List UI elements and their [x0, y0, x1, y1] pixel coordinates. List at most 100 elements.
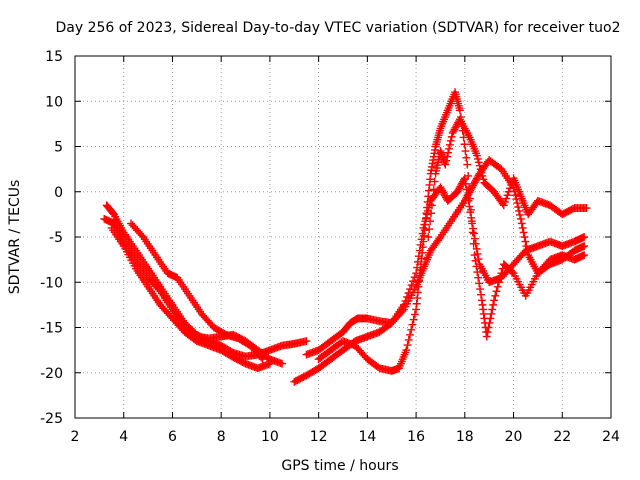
y-tick-label: -10	[40, 275, 63, 291]
x-tick-label: 24	[602, 429, 620, 445]
data-point	[483, 328, 492, 336]
data-point	[407, 325, 416, 334]
data-point	[517, 219, 526, 228]
data-point	[513, 199, 522, 207]
series-track-4	[127, 219, 267, 364]
data-point	[465, 183, 473, 192]
series-track-7	[314, 88, 589, 375]
data-point	[511, 191, 520, 200]
data-point	[468, 228, 477, 237]
data-point	[464, 172, 473, 180]
data-point	[407, 281, 416, 289]
data-point	[490, 296, 498, 305]
data-point	[467, 205, 475, 214]
data-point	[410, 310, 419, 319]
data-point	[446, 136, 455, 145]
data-point	[495, 278, 503, 287]
chart-title: Day 256 of 2023, Sidereal Day-to-day VTE…	[55, 20, 620, 36]
y-tick-label: 5	[54, 140, 63, 156]
y-axis-label: SDTVAR / TECUs	[7, 180, 23, 295]
y-tick-label: -5	[49, 230, 63, 246]
data-point	[486, 314, 495, 323]
data-point	[492, 287, 501, 296]
data-point	[472, 262, 481, 271]
y-tick-label: -20	[40, 366, 63, 382]
data-point	[580, 242, 589, 250]
x-tick-label: 22	[553, 429, 571, 445]
x-axis-label: GPS time / hours	[281, 458, 398, 474]
x-tick-label: 2	[71, 429, 80, 445]
data-point	[406, 285, 414, 293]
series-track-3	[107, 224, 274, 373]
y-tick-label: 15	[45, 49, 63, 65]
data-point	[409, 315, 418, 324]
data-point	[302, 337, 311, 345]
data-point	[410, 273, 419, 282]
data-point	[473, 151, 481, 160]
data-point	[505, 184, 514, 193]
data-point	[429, 185, 438, 194]
data-point	[428, 193, 437, 202]
data-point	[504, 187, 513, 196]
data-point	[488, 305, 497, 314]
y-tick-label: -15	[40, 321, 63, 337]
data-point	[474, 273, 483, 282]
data-point	[477, 168, 486, 177]
data-point	[580, 233, 589, 241]
data-point	[403, 293, 411, 301]
data-point	[508, 268, 517, 276]
data-point	[400, 300, 408, 309]
data-point	[499, 201, 508, 210]
data-point	[502, 194, 511, 203]
data-point	[493, 282, 502, 291]
data-point	[470, 251, 479, 259]
data-point	[425, 225, 434, 233]
x-tick-label: 18	[456, 429, 474, 445]
data-point	[465, 202, 474, 211]
data-point	[447, 132, 456, 141]
data-point	[401, 297, 410, 305]
data-point	[473, 268, 482, 276]
data-point	[491, 291, 500, 300]
data-point	[518, 224, 527, 232]
data-point	[445, 144, 453, 153]
data-point	[469, 239, 478, 248]
data-point	[521, 237, 530, 246]
data-point	[456, 106, 464, 115]
data-point	[473, 250, 482, 258]
data-point	[580, 251, 589, 259]
data-point	[409, 277, 417, 286]
data-point	[479, 175, 488, 184]
data-point	[482, 332, 491, 341]
data-point	[441, 160, 450, 169]
data-point	[462, 153, 471, 162]
data-point	[442, 156, 451, 165]
data-point	[497, 269, 506, 278]
data-point	[467, 217, 476, 226]
data-point	[404, 336, 413, 344]
data-point	[430, 177, 439, 186]
data-point	[463, 160, 472, 169]
data-point	[466, 194, 474, 203]
data-point	[258, 355, 267, 364]
data-point	[476, 285, 484, 293]
data-point	[516, 215, 525, 223]
x-tick-label: 10	[261, 429, 279, 445]
data-point	[470, 229, 478, 238]
data-point	[428, 201, 436, 210]
data-point	[424, 233, 433, 241]
data-point	[445, 140, 454, 149]
data-point	[519, 228, 528, 237]
x-tick-label: 4	[119, 429, 128, 445]
data-point	[474, 155, 482, 163]
data-point	[471, 256, 480, 265]
data-point	[444, 148, 452, 157]
grid	[75, 56, 611, 418]
data-point	[470, 234, 479, 243]
data-point	[408, 320, 417, 329]
data-point	[404, 289, 413, 297]
data-point	[474, 158, 483, 167]
data-point	[475, 161, 484, 170]
